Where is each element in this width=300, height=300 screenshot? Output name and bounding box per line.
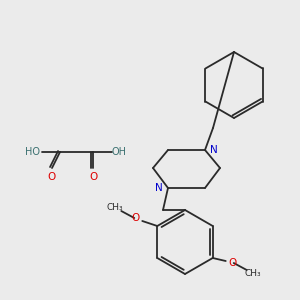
Text: OH: OH: [112, 147, 127, 157]
Text: CH₃: CH₃: [244, 268, 261, 278]
Text: O: O: [89, 172, 97, 182]
Text: N: N: [155, 183, 163, 193]
Text: O: O: [131, 213, 140, 223]
Text: N: N: [210, 145, 218, 155]
Text: CH₃: CH₃: [107, 203, 124, 212]
Text: HO: HO: [25, 147, 40, 157]
Text: O: O: [229, 258, 237, 268]
Text: O: O: [48, 172, 56, 182]
